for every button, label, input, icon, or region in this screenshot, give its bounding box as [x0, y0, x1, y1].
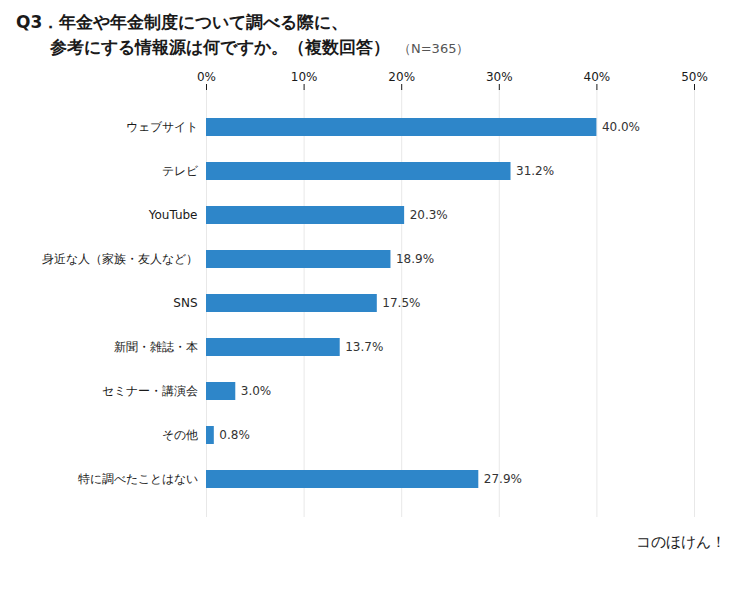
- svg-text:0.8%: 0.8%: [219, 429, 250, 443]
- html-text:（N=365）: （N=365）: [398, 40, 470, 56]
- html-text:Q3．年金や年金制度について調べる際に、: Q3．年金や年金制度について調べる際に、: [16, 12, 349, 32]
- svg-text:27.9%: 27.9%: [484, 473, 522, 487]
- svg-text:31.2%: 31.2%: [516, 165, 554, 179]
- svg-text:17.5%: 17.5%: [382, 297, 420, 311]
- svg-text:50%: 50%: [681, 70, 708, 84]
- svg-text:特に調べたことはない: 特に調べたことはない: [78, 473, 198, 487]
- svg-text:新聞・雑誌・本: 新聞・雑誌・本: [114, 341, 198, 355]
- svg-text:18.9%: 18.9%: [396, 253, 434, 267]
- svg-text:その他: その他: [162, 429, 198, 443]
- svg-text:ウェブサイト: ウェブサイト: [126, 121, 198, 135]
- svg-text:YouTube: YouTube: [148, 209, 198, 223]
- svg-text:セミナー・講演会: セミナー・講演会: [102, 385, 198, 399]
- svg-text:20%: 20%: [388, 70, 415, 84]
- svg-text:身近な人（家族・友人など）: 身近な人（家族・友人など）: [42, 253, 198, 267]
- html-text:参考にする情報源は何ですか。（複数回答）: 参考にする情報源は何ですか。（複数回答）: [16, 36, 390, 57]
- svg-text:30%: 30%: [486, 70, 513, 84]
- svg-text:3.0%: 3.0%: [241, 385, 272, 399]
- svg-text:13.7%: 13.7%: [345, 341, 383, 355]
- svg-text:テレビ: テレビ: [162, 165, 199, 179]
- svg-text:40.0%: 40.0%: [602, 121, 640, 135]
- svg-text:40%: 40%: [584, 70, 611, 84]
- html-text:コのほけん！: コのほけん！: [636, 533, 726, 552]
- svg-text:0%: 0%: [197, 70, 216, 84]
- svg-text:SNS: SNS: [173, 297, 197, 311]
- svg-text:10%: 10%: [291, 70, 318, 84]
- svg-text:20.3%: 20.3%: [410, 209, 448, 223]
